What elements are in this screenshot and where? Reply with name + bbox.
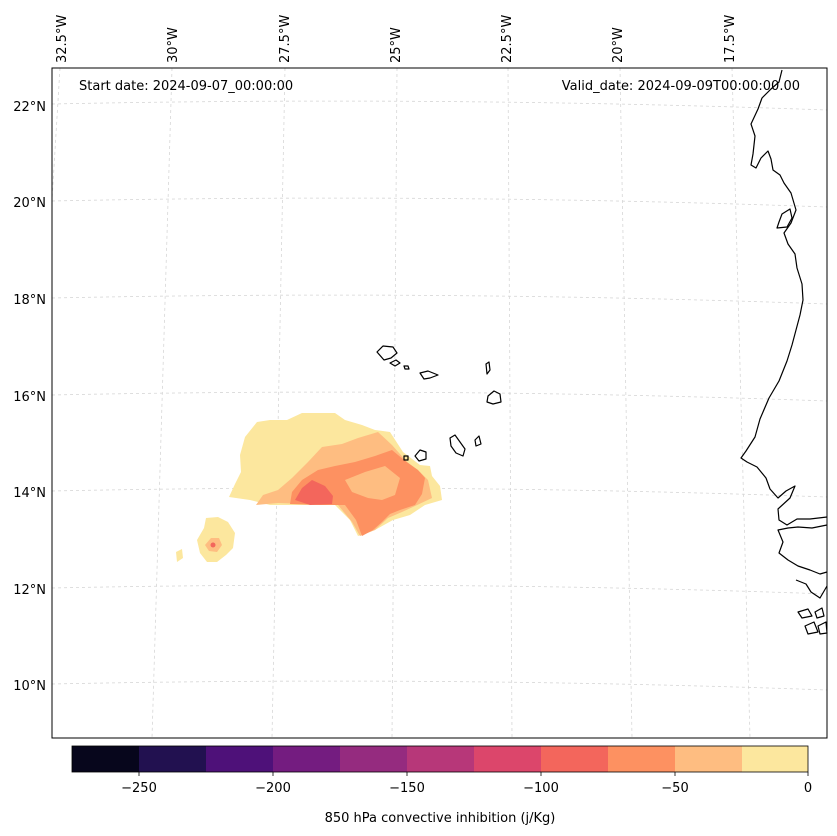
parallel-16n — [51, 391, 828, 402]
colorbar: −250 −200 −150 −100 −50 0 850 hPa convec… — [71, 745, 812, 826]
colorbar-tick-label: −50 — [661, 781, 688, 796]
lat-label-10n: 10°N — [13, 679, 46, 694]
colorbar-tick-label: −100 — [523, 781, 559, 796]
meridian-22-5w — [507, 67, 513, 739]
map-panel — [51, 67, 828, 739]
lat-label-16n: 16°N — [13, 390, 46, 405]
island-fogo — [414, 449, 427, 462]
gridlines — [51, 67, 828, 739]
start-date-label: Start date: 2024-09-07_00:00:00 — [79, 79, 293, 94]
island-boa-vista — [486, 390, 502, 405]
colorbar-bin-0 — [72, 746, 139, 772]
parallel-18n — [51, 294, 828, 305]
colorbar-bin-4 — [340, 746, 407, 772]
map-border — [51, 67, 828, 739]
colorbar-bin-5 — [407, 746, 474, 772]
island-brava — [403, 455, 409, 461]
coastlines — [376, 69, 828, 635]
coast-bijagos-1 — [797, 608, 813, 619]
lat-label-22n: 22°N — [13, 100, 46, 115]
meridian-17-5w — [731, 67, 751, 739]
island-sao-vicente — [389, 359, 401, 367]
meridian-20w — [619, 67, 633, 739]
lat-label-20n: 20°N — [13, 196, 46, 211]
cin-contour-speck — [176, 549, 183, 562]
lon-label-22-5w: 22.5°W — [500, 15, 515, 63]
coast-bijagos-2 — [804, 621, 819, 635]
colorbar-title: 850 hPa convective inhibition (j/Kg) — [325, 811, 556, 826]
colorbar-bin-7 — [541, 746, 608, 772]
coast-west-africa-cape — [776, 208, 793, 229]
colorbar-frame — [71, 745, 809, 773]
parallel-12n — [51, 584, 828, 595]
colorbar-bin-1 — [139, 746, 206, 772]
colorbar-bin-3 — [273, 746, 340, 772]
island-maio — [474, 435, 482, 447]
island-sal — [485, 361, 491, 375]
parallel-22n — [51, 100, 828, 111]
island-santo-antao — [376, 345, 398, 361]
lat-label-14n: 14°N — [13, 486, 46, 501]
parallel-10n — [51, 680, 828, 691]
colorbar-tick-label: 0 — [804, 781, 812, 796]
colorbar-tick-label: −250 — [121, 781, 157, 796]
lon-label-20w: 20°W — [611, 27, 626, 63]
meridian-32-5w — [51, 67, 61, 201]
lon-label-32-5w: 32.5°W — [55, 15, 70, 63]
coast-bijagos-3 — [814, 607, 825, 619]
island-santiago — [449, 434, 466, 457]
cin-contour-75-to-100 — [295, 480, 333, 505]
cin-field — [176, 413, 442, 562]
colorbar-tick-label: −200 — [255, 781, 291, 796]
meridian-27-5w — [271, 67, 286, 739]
colorbar-bin-10 — [742, 746, 808, 772]
colorbar-bin-8 — [608, 746, 675, 772]
cin-contour-south-75-to-100 — [210, 542, 216, 548]
latitude-labels: 22°N 20°N 18°N 16°N 14°N 12°N 10°N — [13, 100, 46, 694]
parallel-14n — [51, 487, 828, 498]
lon-label-17-5w: 17.5°W — [723, 15, 738, 63]
lon-label-25w: 25°W — [389, 27, 404, 63]
lat-label-12n: 12°N — [13, 583, 46, 598]
parallel-20n — [51, 197, 828, 208]
lon-label-27-5w: 27.5°W — [278, 15, 293, 63]
colorbar-bin-9 — [675, 746, 742, 772]
lon-label-30w: 30°W — [166, 27, 181, 63]
coast-guinea-bissau — [777, 524, 828, 575]
colorbar-tick-label: −150 — [389, 781, 425, 796]
coast-west-africa — [740, 69, 828, 526]
colorbar-ticks — [138, 772, 809, 776]
colorbar-bin-6 — [474, 746, 541, 772]
island-sao-nicolau — [419, 370, 439, 380]
map-background — [52, 68, 827, 738]
meridian-25w — [391, 67, 398, 739]
valid-date-label: Valid_date: 2024-09-09T00:00:00.00 — [562, 79, 800, 94]
cin-contour-50-to-75-inner-cut — [345, 466, 400, 500]
longitude-labels: 32.5°W 30°W 27.5°W 25°W 22.5°W 20°W 17.5… — [55, 15, 738, 63]
lat-label-18n: 18°N — [13, 293, 46, 308]
coast-guinea-islands — [795, 579, 828, 599]
colorbar-bin-2 — [206, 746, 273, 772]
island-santa-luzia — [403, 365, 410, 370]
meridian-30w — [151, 67, 173, 739]
